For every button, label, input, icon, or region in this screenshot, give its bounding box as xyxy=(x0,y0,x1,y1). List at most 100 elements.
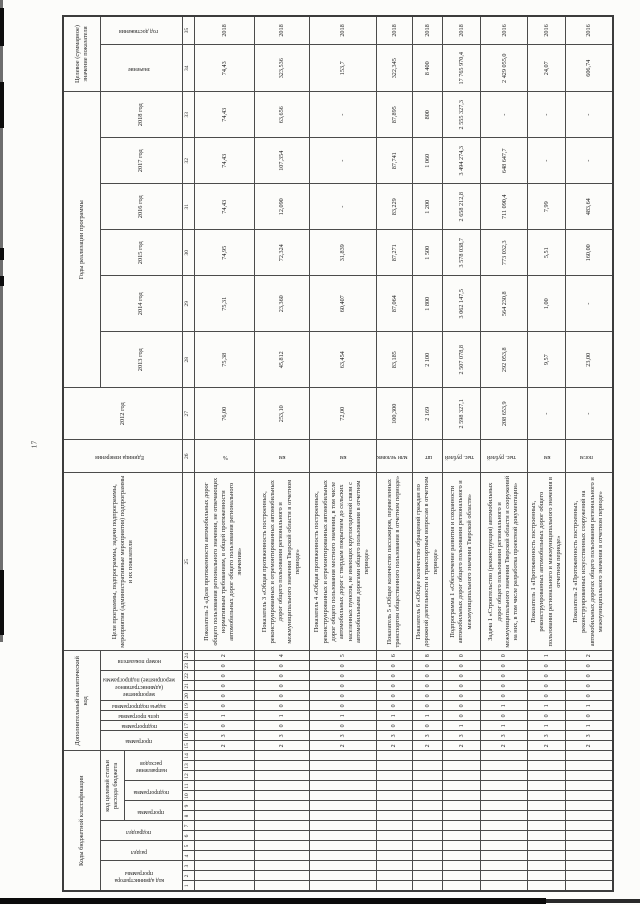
code-cell: 3 xyxy=(480,730,528,741)
target-year-cell: 2018 xyxy=(412,15,443,45)
value-cell-2015: 1 500 xyxy=(412,229,443,276)
target-year-cell: 2018 xyxy=(376,15,413,45)
code-cell: 1 xyxy=(527,720,566,731)
code-cell: 0 xyxy=(442,660,481,671)
header-target-value-label: значение xyxy=(127,65,150,72)
value-cell-2013: 292 053,8 xyxy=(480,331,528,388)
code-cell: 0 xyxy=(309,680,376,691)
value-cell-2016: 1 200 xyxy=(412,183,443,230)
code-cell: 0 xyxy=(412,670,443,681)
budget-code-empty-cell xyxy=(309,750,376,891)
code-cell: 2 xyxy=(254,740,309,751)
header-kbk-programma: программа xyxy=(124,801,182,821)
value-cell-2012: 253,10 xyxy=(254,387,309,440)
code-cell: 1 xyxy=(194,710,254,721)
value-cell-2015: 74,95 xyxy=(194,229,254,276)
code-cell: 2 xyxy=(442,740,481,751)
code-cell: 0 xyxy=(309,670,376,681)
code-cell: 0 xyxy=(412,700,443,711)
unit-cell: км xyxy=(254,439,309,473)
header-dak-zadacha-label: задача подпрограммы xyxy=(111,703,166,710)
code-cell: 1 xyxy=(480,720,528,731)
code-cell: 0 xyxy=(254,720,309,731)
table-row: 2 3 0 1 0 0 0 0 0 6 Показатель 5 «Общее … xyxy=(376,15,413,891)
code-cell: 1 xyxy=(442,720,481,731)
scan-artifact xyxy=(0,8,4,46)
target-value-cell: 606,74 xyxy=(565,44,613,92)
code-cell: 0 xyxy=(309,700,376,711)
header-dak-nomer: номер показателя xyxy=(100,650,182,671)
unit-label: тыс. рублей xyxy=(444,453,474,460)
code-cell: 2 xyxy=(412,740,443,751)
code-cell: 0 xyxy=(412,690,443,701)
target-value-cell: 17 765 970,4 xyxy=(442,44,481,92)
target-year-cell: 2018 xyxy=(194,15,254,45)
value-cell-2018: - xyxy=(309,91,376,138)
target-year-cell: 2016 xyxy=(565,15,613,45)
header-year-2018: 2018 год xyxy=(100,91,182,138)
col-number: 24 xyxy=(182,650,194,661)
header-kbk-napravlenie-label: направление расходов xyxy=(134,759,167,774)
col-number: 5 xyxy=(182,841,194,851)
unit-label: шт xyxy=(424,453,432,460)
code-cell: 2 xyxy=(527,740,566,751)
indicator-name: Задача 1 «Строительство (реконструкция) … xyxy=(487,475,520,648)
value-cell-2014: 1 800 xyxy=(412,275,443,332)
code-cell: 3 xyxy=(309,730,376,741)
unit-label: % xyxy=(223,453,228,460)
code-cell: 0 xyxy=(376,680,413,691)
target-year-cell: 2018 xyxy=(254,15,309,45)
code-cell: 0 xyxy=(412,680,443,691)
header-razdel: раздел xyxy=(100,841,182,861)
code-cell: 0 xyxy=(565,690,613,701)
value-cell-2016: 483,64 xyxy=(565,183,613,230)
code-cell: 0 xyxy=(194,680,254,691)
code-cell: 2 xyxy=(194,740,254,751)
code-cell: 0 xyxy=(376,670,413,681)
unit-cell: пог.м xyxy=(565,439,613,473)
value-cell-2013: 63,454 xyxy=(309,331,376,388)
code-cell: 2 xyxy=(565,650,613,661)
code-cell: 0 xyxy=(194,700,254,711)
value-cell-2018: 63,656 xyxy=(254,91,309,138)
value-cell-2014: 1,00 xyxy=(527,275,566,332)
scan-artifact xyxy=(0,570,4,635)
header-years-group: Годы реализации программы xyxy=(63,91,100,388)
code-cell: 3 xyxy=(412,730,443,741)
code-cell: 0 xyxy=(442,650,481,661)
code-cell: 2 xyxy=(309,740,376,751)
col-number: 31 xyxy=(182,183,194,230)
code-cell: 1 xyxy=(254,710,309,721)
header-razdel-label: раздел xyxy=(130,848,147,855)
header-dak-nomer-label: номер показателя xyxy=(116,658,161,665)
table-row: 2 3 1 0 1 0 0 0 0 0 Задача 1 «Строительс… xyxy=(480,15,528,891)
indicator-name-cell: Показатель 5 «Общее количество пассажиро… xyxy=(376,472,413,651)
col-number: 34 xyxy=(182,44,194,92)
code-cell: 3 xyxy=(565,730,613,741)
code-cell: 0 xyxy=(194,670,254,681)
code-cell: 0 xyxy=(565,660,613,671)
code-cell: 2 xyxy=(565,740,613,751)
budget-code-empty-cell xyxy=(565,750,613,891)
code-cell: 5 xyxy=(309,650,376,661)
code-cell: 3 xyxy=(376,730,413,741)
unit-label: пог.м xyxy=(579,453,593,460)
col-number: 13 xyxy=(182,761,194,771)
value-cell-2015: 31,839 xyxy=(309,229,376,276)
code-cell: 2 xyxy=(480,740,528,751)
code-cell: 0 xyxy=(565,670,613,681)
target-year-cell: 2016 xyxy=(480,15,528,45)
header-kbk-programma-label: программа xyxy=(137,808,164,815)
scan-artifact-bottom-bar xyxy=(546,899,640,903)
col-number: 19 xyxy=(182,700,194,711)
code-cell: 0 xyxy=(309,660,376,671)
header-admin-code-label: код администратора программы xyxy=(113,869,164,883)
page-number: 17 xyxy=(29,440,39,449)
value-cell-2014: 60,407 xyxy=(309,275,376,332)
code-cell: 0 xyxy=(527,670,566,681)
indicator-name: Показатель 3 «Общая протяженность постро… xyxy=(260,479,301,644)
code-cell: 0 xyxy=(480,660,528,671)
scan-artifact xyxy=(0,82,4,128)
code-cell: 0 xyxy=(194,720,254,731)
code-cell: 3 xyxy=(194,730,254,741)
